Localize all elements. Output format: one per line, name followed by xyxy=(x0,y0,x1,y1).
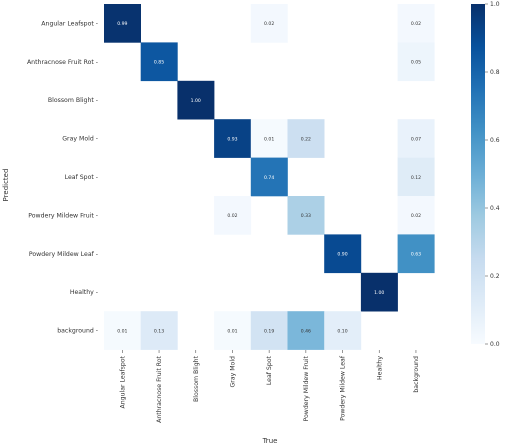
cell-value-label: 0.02 xyxy=(227,213,237,219)
colorbar-tick-label: 0.4 xyxy=(490,205,500,212)
heatmap-cell xyxy=(397,157,435,197)
heatmap-cells xyxy=(104,4,435,350)
x-tick-label: Powdery Mildew Leaf xyxy=(340,355,347,421)
colorbar-tick-label: 0.6 xyxy=(490,137,500,144)
heatmap-cell xyxy=(324,311,362,350)
heatmap-cell xyxy=(214,311,252,350)
y-tick-label: Leaf Spot - xyxy=(65,174,98,181)
cell-value-label: 0.74 xyxy=(264,175,274,181)
cell-value-label: 0.33 xyxy=(301,213,311,219)
y-axis-label: Predicted xyxy=(2,169,10,202)
x-tick-label: background xyxy=(413,356,420,393)
cell-value-label: 0.22 xyxy=(301,136,311,142)
y-tick-label: Powdery Mildew Fruit - xyxy=(28,212,98,219)
cell-value-label: 0.46 xyxy=(301,328,311,334)
cell-value-label: 0.93 xyxy=(227,136,237,142)
y-tick-label: Blossom Blight - xyxy=(48,97,98,104)
x-tick-label: Powdery Mildew Fruit xyxy=(303,355,310,421)
cell-value-label: 0.01 xyxy=(117,328,127,334)
colorbar-tick-label: 0.8 xyxy=(490,69,500,76)
colorbar-tick-label: 0.2 xyxy=(490,273,500,280)
heatmap-cell xyxy=(250,311,288,350)
cell-value-label: 0.07 xyxy=(411,136,421,142)
heatmap-cell xyxy=(287,119,325,158)
cell-value-label: 0.05 xyxy=(411,60,421,66)
y-tick-label: Powdery Mildew Leaf - xyxy=(29,251,98,258)
cell-value-label: 0.02 xyxy=(411,21,421,27)
cell-value-label: 0.13 xyxy=(154,328,164,334)
x-tick-label: Angular Leafspot xyxy=(119,355,126,408)
heatmap-cell xyxy=(104,4,141,43)
heatmap-cell xyxy=(324,234,362,274)
x-tick-label: Blossom Blight xyxy=(193,355,200,402)
colorbar-tick-label: 0.0 xyxy=(490,341,500,348)
x-tick-labels: Angular Leafspot Anthracnose Fruit Rot Blo… xyxy=(119,350,420,423)
heatmap-cell xyxy=(397,196,435,235)
cell-value-label: 0.90 xyxy=(337,252,347,258)
cell-value-label: 1.00 xyxy=(374,290,384,296)
cell-value-label: 0.12 xyxy=(411,175,421,181)
cell-value-label: 0.99 xyxy=(117,21,127,27)
x-tick-label: Anthracnose Fruit Rot xyxy=(156,355,163,422)
heatmap-cell xyxy=(177,80,215,120)
heatmap-cell xyxy=(214,119,252,158)
cell-value-label: 0.10 xyxy=(337,328,347,334)
cell-value-label: 0.01 xyxy=(227,328,237,334)
x-axis-label: True xyxy=(262,437,278,445)
y-tick-label: Healthy - xyxy=(70,289,98,296)
heatmap-cell xyxy=(287,196,325,235)
heatmap-cell xyxy=(397,234,435,274)
colorbar xyxy=(471,4,485,344)
cell-value-label: 0.02 xyxy=(264,21,274,27)
heatmap-cell xyxy=(397,42,435,82)
y-tick-label: Anthracnose Fruit Rot - xyxy=(27,59,98,66)
cell-value-label: 0.01 xyxy=(264,136,274,142)
colorbar-ticks: 0.0 0.2 0.4 0.6 0.8 1.0 xyxy=(485,1,500,348)
heatmap-cell xyxy=(140,311,178,350)
cell-value-label: 0.19 xyxy=(264,328,274,334)
heatmap-cell xyxy=(397,119,435,158)
colorbar-tick-label: 1.0 xyxy=(490,1,500,8)
y-tick-label: Angular Leafspot - xyxy=(41,20,98,27)
x-tick-label: Leaf Spot xyxy=(266,355,273,385)
heatmap-cell xyxy=(250,4,288,43)
heatmap-cell-labels: 0.99 0.02 0.02 0.85 0.05 1.00 0.93 0.01 0.22 0.07… xyxy=(117,21,421,334)
heatmap-cell xyxy=(250,157,288,197)
y-tick-label: background - xyxy=(57,328,98,335)
cell-value-label: 0.63 xyxy=(411,252,421,258)
heatmap-cell xyxy=(104,311,141,350)
heatmap-cell xyxy=(397,4,435,43)
heatmap-cell xyxy=(360,272,398,312)
cell-value-label: 1.00 xyxy=(191,98,201,104)
x-tick-label: Healthy xyxy=(376,356,383,380)
heatmap-cell xyxy=(214,196,252,235)
heatmap-cell xyxy=(140,42,178,82)
y-tick-labels: Angular Leafspot - Anthracnose Fruit Rot … xyxy=(27,20,98,334)
cell-value-label: 0.85 xyxy=(154,60,164,66)
heatmap-cell xyxy=(287,311,325,350)
y-tick-label: Gray Mold - xyxy=(62,136,98,143)
x-tick-label: Gray Mold xyxy=(229,356,236,388)
heatmap-cell xyxy=(250,119,288,158)
cell-value-label: 0.02 xyxy=(411,213,421,219)
